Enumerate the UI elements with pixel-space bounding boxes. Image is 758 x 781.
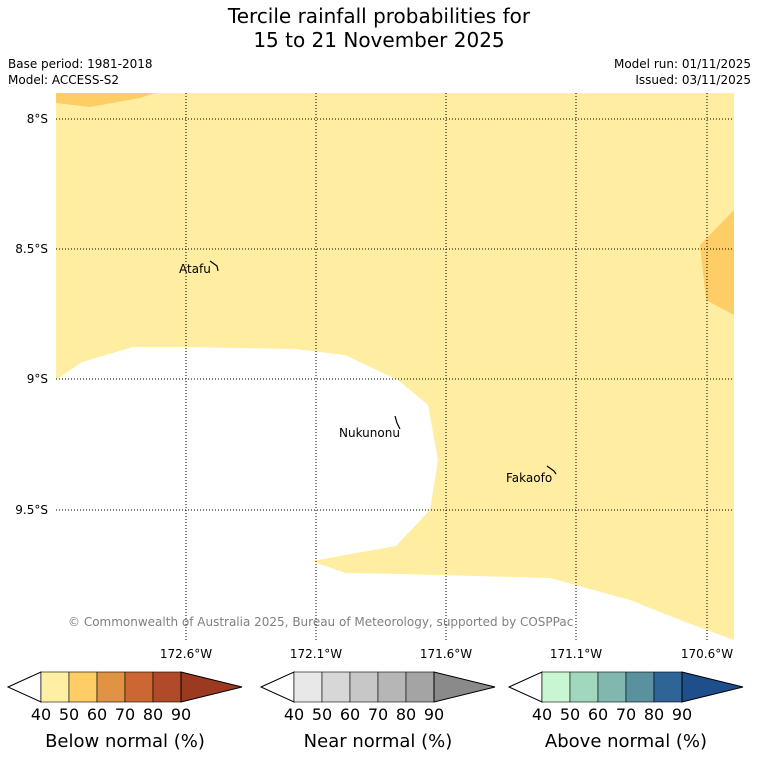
colorbar-tick-label: 60 — [87, 705, 107, 724]
colorbar-tick-label: 40 — [284, 705, 304, 724]
gridlines — [56, 93, 734, 640]
colorbar-tick-label: 70 — [115, 705, 135, 724]
colorbar-label: Below normal (%) — [45, 731, 205, 752]
colorbar-segment — [152, 671, 182, 703]
colorbar-extend-min — [259, 671, 295, 703]
place-label-fakaofo: Fakaofo — [506, 471, 552, 485]
colorbar-segment — [321, 671, 351, 703]
colorbar-label: Near normal (%) — [304, 731, 453, 752]
island-outlines — [209, 260, 557, 475]
colorbar-tick-label: 80 — [396, 705, 416, 724]
colorbar-extend-max — [180, 671, 243, 703]
colorbar-segment — [597, 671, 627, 703]
meta-right: Model run: 01/11/2025 Issued: 03/11/2025 — [614, 56, 751, 88]
colorbar-tick-label: 80 — [143, 705, 163, 724]
nukunonu-atoll — [394, 415, 401, 430]
colorbar-extend-min — [6, 671, 42, 703]
atafu-atoll — [209, 260, 219, 272]
lon-label: 171.1°W — [550, 647, 602, 661]
colorbar-segment — [68, 671, 98, 703]
region-below-60-top — [56, 93, 155, 107]
colorbar-tick-label: 90 — [672, 705, 692, 724]
colorbar-tick-label: 60 — [588, 705, 608, 724]
colorbar-above-normal: 40 50 60 70 80 90 Above normal (%) — [507, 671, 744, 752]
fakaofo-atoll — [546, 465, 557, 475]
title-line-1: Tercile rainfall probabilities for — [227, 4, 531, 28]
colorbar-tick-label: 70 — [368, 705, 388, 724]
colorbar-extend-max — [681, 671, 744, 703]
place-label-nukunonu: Nukunonu — [339, 426, 400, 440]
place-labels: Atafu Nukunonu Fakaofo — [179, 262, 552, 485]
colorbar-segment — [569, 671, 599, 703]
region-below-50 — [56, 93, 734, 640]
lat-label: 9.5°S — [15, 503, 48, 517]
colorbar-segment — [625, 671, 655, 703]
colorbar-tick-label: 40 — [31, 705, 51, 724]
lon-labels: 172.6°W 172.1°W 171.6°W 171.1°W 170.6°W — [160, 647, 733, 661]
lon-label: 172.1°W — [290, 647, 342, 661]
colorbar-segment — [405, 671, 435, 703]
colorbar-tick-label: 40 — [532, 705, 552, 724]
map-panel: 8°S 8.5°S 9°S 9.5°S 172.6°W 172.1°W 171.… — [15, 93, 734, 661]
colorbar-segment — [653, 671, 683, 703]
map-title: Tercile rainfall probabilities for 15 to… — [0, 4, 758, 52]
colorbar-tick-label: 60 — [340, 705, 360, 724]
colorbar-segment — [293, 671, 323, 703]
lat-labels: 8°S 8.5°S 9°S 9.5°S — [15, 112, 48, 517]
colorbar-near-normal: 40 50 60 70 80 90 Near normal (%) — [259, 671, 496, 752]
colorbar-below-normal: 40 50 60 70 80 90 Below normal (%) — [6, 671, 243, 752]
lat-label: 8°S — [27, 112, 48, 126]
lat-label: 8.5°S — [15, 242, 48, 256]
colorbar-tick-label: 90 — [424, 705, 444, 724]
lon-label: 170.6°W — [681, 647, 733, 661]
region-below-60-right — [700, 210, 734, 315]
colorbar-tick-label: 50 — [59, 705, 79, 724]
model-name: Model: ACCESS-S2 — [8, 73, 120, 87]
colorbar-tick-label: 50 — [312, 705, 332, 724]
colorbar-segment — [40, 671, 70, 703]
meta-left: Base period: 1981-2018 Model: ACCESS-S2 — [8, 56, 153, 88]
issued-date: Issued: 03/11/2025 — [635, 73, 751, 87]
colorbar-label: Above normal (%) — [545, 731, 707, 752]
title-line-2: 15 to 21 November 2025 — [253, 28, 505, 52]
colorbar-segment — [377, 671, 407, 703]
colorbar-tick-label: 80 — [644, 705, 664, 724]
copyright-notice: © Commonwealth of Australia 2025, Bureau… — [68, 615, 573, 629]
lon-label: 172.6°W — [160, 647, 212, 661]
base-period: Base period: 1981-2018 — [8, 57, 153, 71]
colorbar-segment — [541, 671, 571, 703]
colorbar-segment — [124, 671, 154, 703]
colorbar-tick-label: 70 — [616, 705, 636, 724]
colorbar-tick-label: 50 — [560, 705, 580, 724]
colorbar-tick-label: 90 — [171, 705, 191, 724]
lat-label: 9°S — [27, 372, 48, 386]
colorbar-extend-max — [433, 671, 496, 703]
colorbar-extend-min — [507, 671, 543, 703]
colorbar-segment — [349, 671, 379, 703]
colorbar-segment — [96, 671, 126, 703]
lon-label: 171.6°W — [420, 647, 472, 661]
model-run: Model run: 01/11/2025 — [613, 57, 751, 71]
place-label-atafu: Atafu — [179, 262, 211, 276]
